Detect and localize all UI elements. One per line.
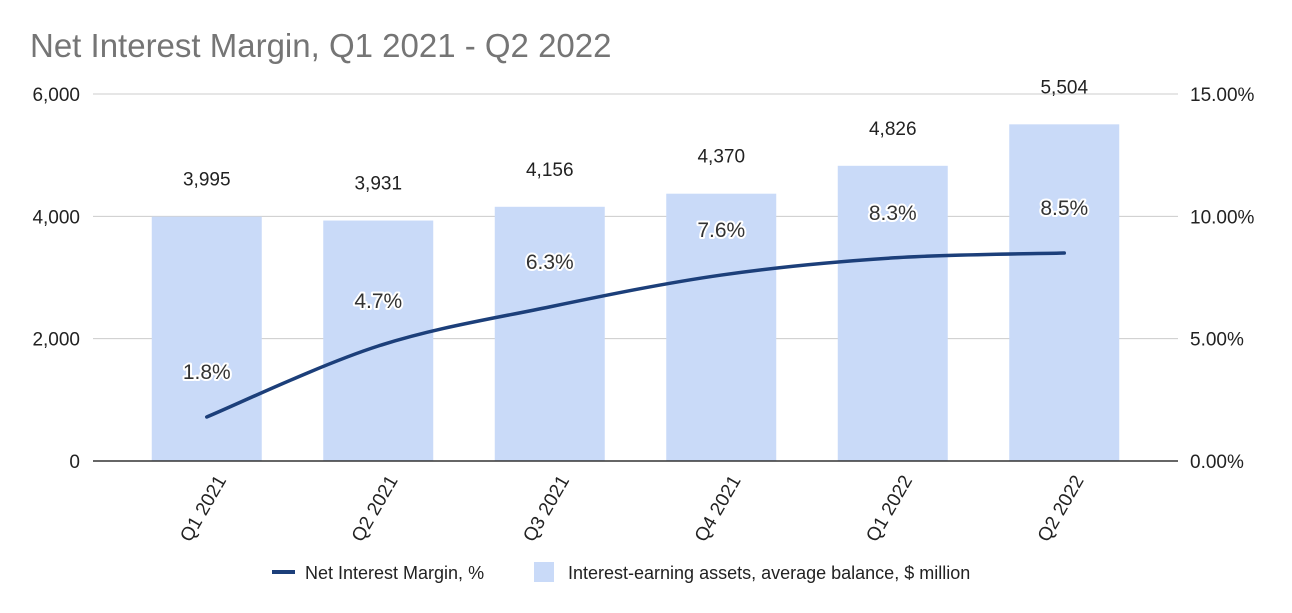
y-right-tick-label: 10.00% — [1190, 207, 1255, 228]
line-data-label-halo: 6.3% — [526, 251, 574, 274]
bar-data-label: 5,504 — [1040, 77, 1088, 98]
bar — [323, 220, 434, 461]
series-line — [205, 251, 1066, 419]
line-data-label: 6.3% — [526, 251, 574, 274]
line-series: 1.8%1.8%4.7%4.7%6.3%6.3%7.6%7.6%8.3%8.3%… — [181, 195, 1090, 419]
chart-title: Net Interest Margin, Q1 2021 - Q2 2022 — [30, 27, 611, 64]
x-tick-label: Q2 2021 — [348, 472, 403, 546]
bar — [666, 193, 777, 461]
x-tick-label: Q4 2021 — [691, 472, 746, 546]
bar — [1009, 124, 1120, 461]
line-data-label-halo: 4.7% — [354, 290, 402, 313]
line-data-label: 4.7% — [354, 290, 402, 313]
y-right-tick-label: 5.00% — [1190, 330, 1244, 351]
y-left-tick-label: 0 — [69, 452, 80, 473]
legend-bar-swatch — [534, 562, 554, 582]
line-data-label-halo: 7.6% — [697, 219, 745, 242]
x-tick-label: Q2 2022 — [1034, 472, 1089, 546]
bar — [151, 216, 262, 461]
legend-item-line: Net Interest Margin, % — [305, 563, 484, 583]
x-tick-label: Q1 2021 — [176, 472, 231, 546]
legend-item-bar: Interest-earning assets, average balance… — [568, 563, 970, 583]
line-data-label: 1.8% — [183, 361, 231, 384]
line-data-label-halo: 8.5% — [1040, 197, 1088, 220]
bar — [494, 206, 605, 461]
line-data-label-halo: 1.8% — [183, 361, 231, 384]
gridlines — [93, 93, 1178, 340]
line-data-label: 8.3% — [869, 202, 917, 225]
legend: Net Interest Margin, % Interest-earning a… — [272, 562, 970, 583]
bar — [837, 165, 948, 461]
x-tick-label: Q1 2022 — [862, 472, 917, 546]
bar-data-label: 4,826 — [869, 119, 917, 140]
bar-data-label: 4,370 — [697, 147, 745, 168]
y-left-tick-label: 6,000 — [32, 85, 80, 106]
line-data-label-halo: 8.3% — [869, 202, 917, 225]
x-tick-label: Q3 2021 — [519, 472, 574, 546]
y-left-tick-label: 2,000 — [32, 330, 80, 351]
bar-data-label: 3,931 — [354, 174, 402, 195]
bar-data-label: 3,995 — [183, 170, 231, 191]
line-data-label: 8.5% — [1040, 197, 1088, 220]
y-right-tick-label: 0.00% — [1190, 452, 1244, 473]
y-left-tick-label: 4,000 — [32, 207, 80, 228]
bar-data-label: 4,156 — [526, 160, 574, 181]
line-data-label: 7.6% — [697, 219, 745, 242]
bar-series: 3,995 3,931 4,156 4,370 4,826 5,504 — [151, 77, 1120, 461]
y-right-tick-label: 15.00% — [1190, 85, 1255, 106]
